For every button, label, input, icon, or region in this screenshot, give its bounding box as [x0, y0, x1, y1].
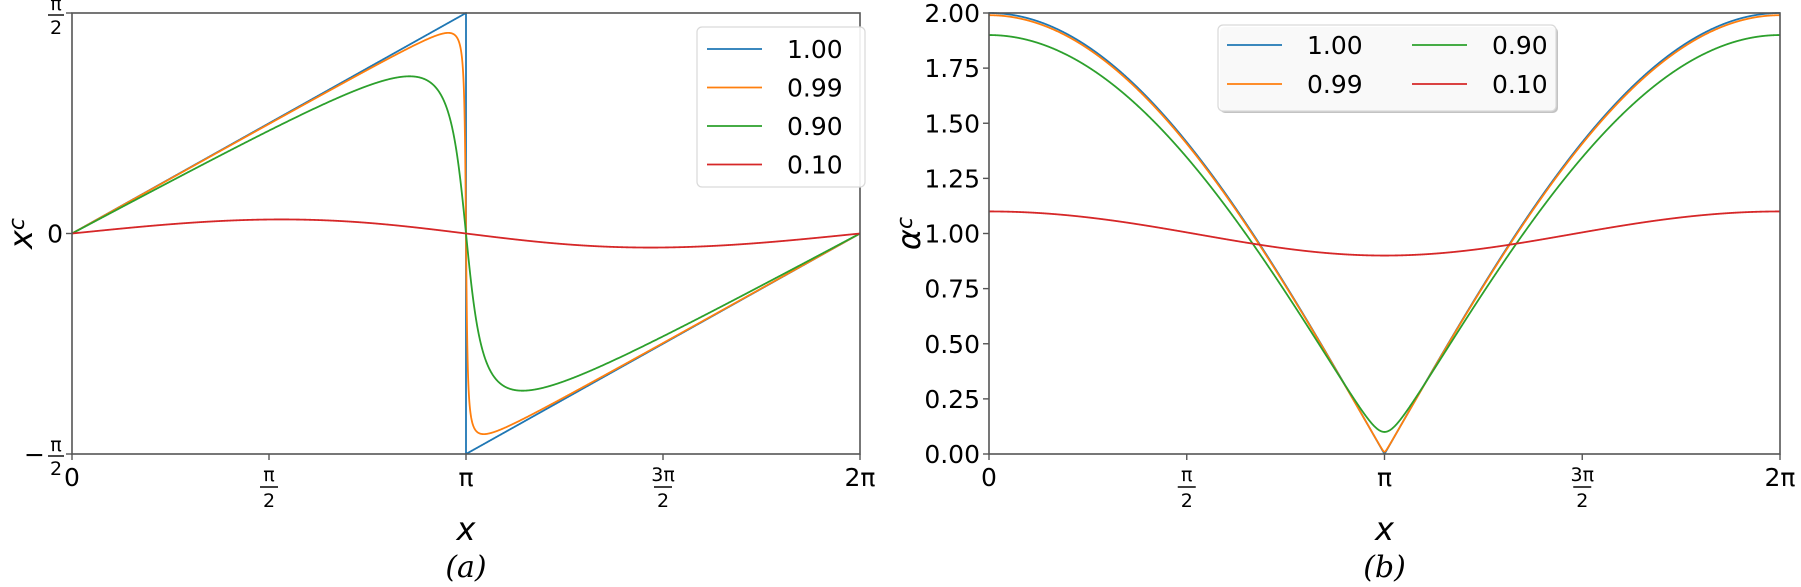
y-tick-label: π2− [24, 434, 64, 480]
series-line-0-99 [989, 14, 1780, 453]
y-tick-label: 0.00 [924, 440, 980, 469]
y-tick-label: 2.00 [924, 0, 980, 28]
panel-a-y-ticks: π2−0π2 [24, 0, 72, 480]
y-tick-label: 1.75 [924, 54, 980, 83]
svg-text:3π: 3π [651, 464, 675, 486]
x-tick-label: 3π2 [651, 464, 675, 512]
panel-a-x-axis-label: x [456, 510, 477, 548]
legend-box [1217, 24, 1557, 112]
svg-text:xc: xc [2, 218, 40, 250]
svg-text:0.90: 0.90 [787, 112, 843, 141]
y-tick-label: 0.50 [924, 330, 980, 359]
x-tick-label: 3π2 [1570, 464, 1594, 512]
svg-text:3π: 3π [1570, 464, 1594, 486]
legend-item-1-00: 1.00 [1227, 31, 1363, 60]
x-tick-label: 0 [64, 463, 80, 492]
svg-text:0.99: 0.99 [787, 74, 843, 103]
x-tick-label: π [458, 463, 473, 492]
legend-item-0-10: 0.10 [1412, 70, 1548, 99]
panel-b-legend: 1.00 0.99 0.90 0.10 [1217, 24, 1558, 113]
svg-text:2: 2 [657, 490, 669, 512]
panel-a-y-axis-label: xc [2, 218, 40, 250]
panel-b-y-ticks: 0.00 0.25 0.50 0.75 1.00 1.25 1.50 1.75 2.00 [924, 0, 989, 469]
panel-a-curves [72, 12, 860, 455]
legend-item-0-99: 0.99 [1227, 70, 1363, 99]
svg-text:1.00: 1.00 [787, 35, 843, 64]
y-tick-label: 1.00 [924, 220, 980, 249]
panel-b-curves [989, 12, 1780, 455]
svg-text:π: π [1181, 464, 1192, 486]
svg-text:αc: αc [890, 217, 928, 250]
legend-item-0-10: 0.10 [707, 151, 843, 180]
series-line-0-10 [72, 218, 860, 249]
svg-text:−: − [24, 440, 45, 469]
x-tick-label: π2 [259, 464, 278, 512]
panel-b-y-axis-label: αc [890, 217, 928, 250]
panel-b-caption: (b) [1363, 550, 1406, 585]
y-tick-label: 0 [47, 220, 63, 249]
x-tick-label: 2π [845, 463, 876, 492]
x-tick-label: 0 [981, 463, 997, 492]
legend-item-1-00: 1.00 [707, 35, 843, 64]
x-tick-label: π [1377, 463, 1392, 492]
svg-text:0.90: 0.90 [1492, 31, 1548, 60]
svg-text:2: 2 [1576, 490, 1588, 512]
series-line-0-90 [989, 34, 1780, 433]
y-tick-label: 1.25 [924, 164, 980, 193]
panel-a-caption: (a) [445, 550, 486, 585]
svg-text:π: π [50, 434, 61, 456]
svg-text:1.00: 1.00 [1307, 31, 1363, 60]
svg-text:2: 2 [50, 458, 62, 480]
panel-a-legend: 1.00 0.99 0.90 0.10 [696, 26, 866, 188]
y-tick-label: π2 [48, 0, 64, 39]
legend-box [696, 26, 866, 188]
legend-item-0-99: 0.99 [707, 74, 843, 103]
series-line-0-10 [989, 210, 1780, 257]
svg-text:0.99: 0.99 [1307, 70, 1363, 99]
y-tick-label: 1.50 [924, 109, 980, 138]
x-tick-label: 2π [1765, 463, 1796, 492]
svg-text:2: 2 [1181, 490, 1193, 512]
panel-b-x-axis-label: x [1374, 510, 1395, 548]
svg-text:0.10: 0.10 [1492, 70, 1548, 99]
svg-text:π: π [50, 0, 61, 15]
svg-text:π: π [263, 464, 274, 486]
y-tick-label: 0.25 [924, 385, 980, 414]
legend-item-0-90: 0.90 [1412, 31, 1548, 60]
svg-text:2: 2 [50, 17, 62, 39]
svg-text:0.10: 0.10 [787, 151, 843, 180]
y-tick-label: 0.75 [924, 275, 980, 304]
svg-text:2: 2 [263, 490, 275, 512]
x-tick-label: π2 [1177, 464, 1196, 512]
legend-item-0-90: 0.90 [707, 112, 843, 141]
